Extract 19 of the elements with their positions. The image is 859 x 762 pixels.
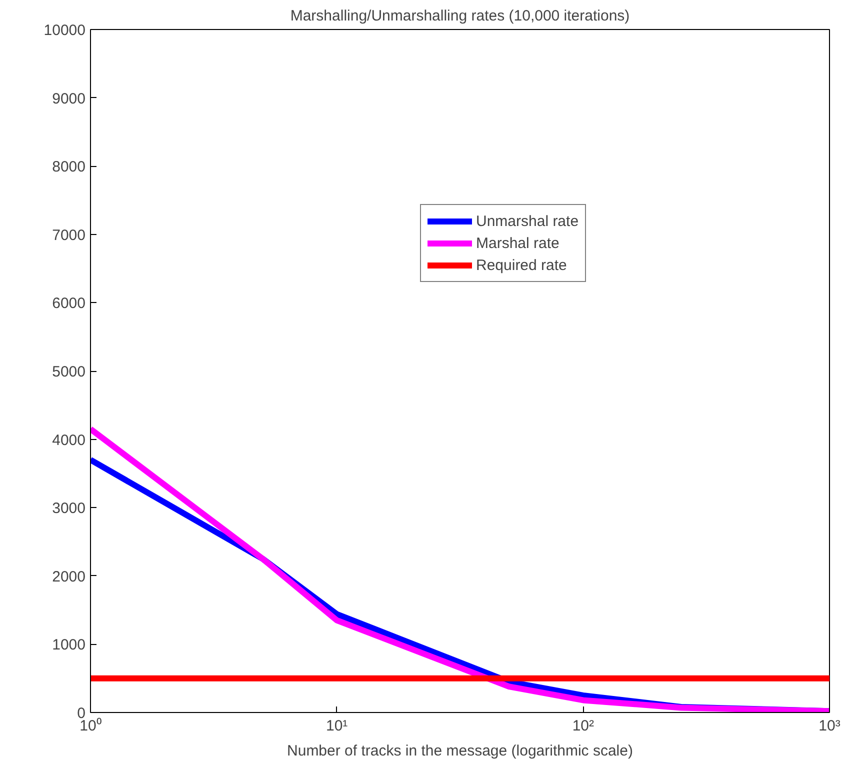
x-axis-title: Number of tracks in the message (logarithmic scale) — [287, 742, 633, 760]
x-tick-label: 10³ — [818, 718, 840, 734]
x-tick-label: 10¹ — [326, 718, 348, 734]
y-tick-label: 6000 — [52, 295, 86, 312]
legend-label: Required rate — [476, 256, 567, 274]
x-tick-label: 10² — [572, 718, 594, 734]
y-tick-label: 10000 — [44, 22, 86, 39]
y-tick-label: 4000 — [52, 432, 86, 449]
chart-title: Marshalling/Unmarshalling rates (10,000 iterations) — [290, 8, 630, 24]
x-tick-label: 10⁰ — [80, 718, 102, 734]
y-tick-label: 5000 — [52, 364, 86, 380]
y-tick-label: 1000 — [52, 636, 86, 654]
y-tick-label: 9000 — [52, 90, 86, 108]
y-tick-label: 2000 — [52, 568, 86, 586]
legend-label: Marshal rate — [476, 234, 560, 252]
y-tick-label: 8000 — [52, 158, 86, 176]
legend-label: Unmarshal rate — [476, 212, 579, 230]
y-tick-label: 7000 — [52, 226, 86, 244]
y-tick-label: 3000 — [52, 500, 86, 518]
